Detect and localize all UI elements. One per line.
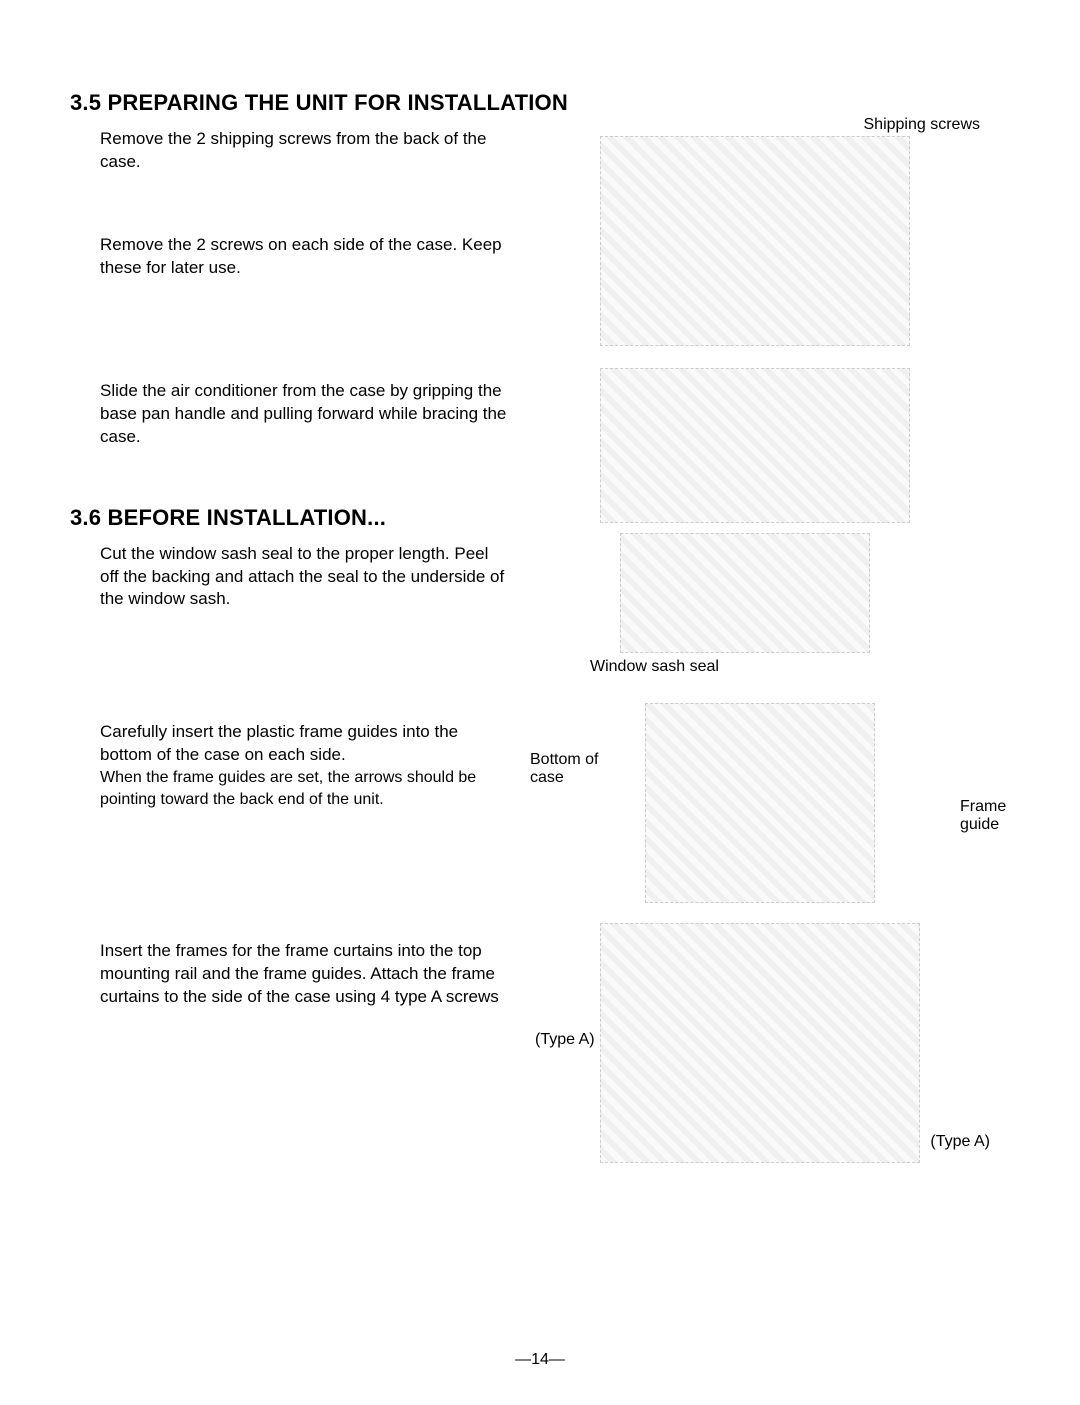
step-3-6-b-main: Carefully insert the plastic frame guide… — [100, 721, 510, 767]
section-3-5-text-column: Remove the 2 shipping screws from the ba… — [70, 128, 560, 449]
figure-frame-curtains — [600, 923, 920, 1163]
section-3-6-body: Cut the window sash seal to the proper l… — [70, 543, 1010, 1140]
label-shipping-screws: Shipping screws — [864, 116, 981, 134]
label-type-a-left: (Type A) — [535, 1031, 595, 1049]
section-3-6-text-column: Cut the window sash seal to the proper l… — [70, 543, 560, 1140]
step-3-5-a: Remove the 2 shipping screws from the ba… — [100, 128, 510, 174]
page-number: —14— — [0, 1351, 1080, 1369]
figure-shipping-screws — [600, 136, 910, 346]
step-3-5-c: Slide the air conditioner from the case … — [100, 380, 510, 449]
label-window-sash-seal: Window sash seal — [590, 658, 719, 676]
figure-slide-unit — [600, 368, 910, 523]
label-frame-guide: Frame guide — [960, 798, 1020, 834]
section-3-5-heading: 3.5 PREPARING THE UNIT FOR INSTALLATION — [70, 90, 1010, 116]
label-type-a-right: (Type A) — [930, 1133, 990, 1151]
figure-window-sash — [620, 533, 870, 653]
label-bottom-of-case: Bottom of case — [530, 751, 620, 787]
manual-page: 3.5 PREPARING THE UNIT FOR INSTALLATION … — [0, 0, 1080, 1405]
figure-frame-guide — [645, 703, 875, 903]
step-3-5-b: Remove the 2 screws on each side of the … — [100, 234, 510, 280]
step-3-6-b-sub: When the frame guides are set, the arrow… — [100, 767, 510, 810]
step-3-6-c: Insert the frames for the frame curtains… — [100, 940, 510, 1009]
step-3-6-a: Cut the window sash seal to the proper l… — [100, 543, 510, 612]
section-3-5-body: Remove the 2 shipping screws from the ba… — [70, 128, 1010, 449]
